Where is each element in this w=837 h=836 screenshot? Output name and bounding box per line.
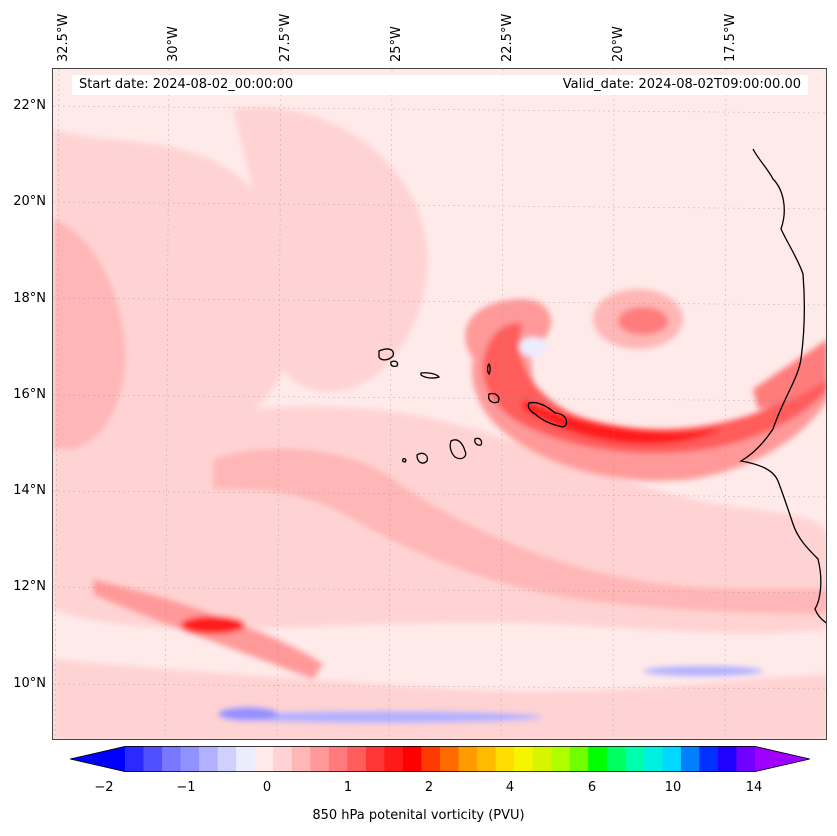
african-coast (739, 148, 826, 624)
pv-band-center (213, 448, 826, 614)
colorbar-tick-minus2: −2 (94, 780, 114, 795)
start-date-text: Start date: 2024-08-02_00:00:00 (79, 77, 294, 92)
island-boa-vista (487, 392, 500, 404)
lat-label-12n: 12°N (13, 579, 46, 594)
pv-region-north (233, 107, 428, 392)
colorbar-tick-4: 4 (505, 780, 515, 795)
colorbar-segment (365, 746, 385, 772)
graticule (53, 69, 826, 739)
colorbar-segment (236, 746, 256, 772)
colorbar-segment (625, 746, 645, 772)
island-santo-antao (378, 348, 394, 361)
colorbar (70, 746, 810, 772)
pv-streak-core (181, 616, 245, 634)
colorbar-tick-14: 14 (745, 780, 763, 795)
island-maio (527, 401, 568, 428)
colorbar-tick-1: 1 (343, 780, 353, 795)
colorbar-segment (347, 746, 367, 772)
colorbar-segment (458, 746, 478, 772)
colorbar-segment (254, 746, 274, 772)
colorbar-segment (643, 746, 663, 772)
pv-band-west (53, 219, 126, 449)
pv-negative-se (643, 666, 763, 676)
lon-label-17-5w: 17.5°W (723, 13, 738, 62)
lat-label-22n: 22°N (13, 98, 46, 113)
island-sal (486, 362, 491, 376)
colorbar-segment (162, 746, 182, 772)
lon-label-32-5w: 32.5°W (56, 13, 71, 62)
lat-label-10n: 10°N (13, 676, 46, 691)
colorbar-segment (199, 746, 219, 772)
lat-label-16n: 16°N (13, 387, 46, 402)
colorbar-segment (217, 746, 237, 772)
island-east (474, 437, 483, 446)
island-brava (401, 458, 407, 463)
colorbar-segment (532, 746, 552, 772)
colorbar-segment (125, 746, 145, 772)
colorbar-segment (143, 746, 163, 772)
pv-contour-fields (53, 107, 826, 739)
colorbar-segment (569, 746, 589, 772)
colorbar-segment (477, 746, 497, 772)
colorbar-segment (662, 746, 682, 772)
colorbar-segment (606, 746, 626, 772)
colorbar-segment (440, 746, 460, 772)
colorbar-segment (680, 746, 700, 772)
map-panel (52, 68, 827, 740)
valid-date-text: Valid_date: 2024-08-02T09:00:00.00 (562, 77, 801, 92)
lat-label-14n: 14°N (13, 483, 46, 498)
lon-label-22-5w: 22.5°W (500, 13, 515, 62)
lat-label-18n: 18°N (13, 291, 46, 306)
colorbar-segment (551, 746, 571, 772)
colorbar-segment (514, 746, 534, 772)
colorbar-tick-2: 2 (424, 780, 434, 795)
colorbar-segment (736, 746, 756, 772)
colorbar-segment (402, 746, 422, 772)
lon-label-27-5w: 27.5°W (278, 13, 293, 62)
pv-blob-north-core (618, 307, 668, 335)
colorbar-segment (273, 746, 293, 772)
pv-arc-east (753, 340, 826, 409)
colorbar-segment (717, 746, 737, 772)
pv-arc-core (523, 399, 723, 445)
colorbar-segment (421, 746, 441, 772)
pv-negative-arc (519, 337, 547, 357)
colorbar-tick-0: 0 (262, 780, 272, 795)
colorbar-tick-minus1: −1 (176, 780, 196, 795)
colorbar-tick-10: 10 (664, 780, 682, 795)
island-fogo (416, 452, 429, 464)
colorbar-extend-max (755, 746, 810, 772)
lon-label-20w: 20°W (611, 26, 626, 62)
colorbar-segment (699, 746, 719, 772)
colorbar-segment (291, 746, 311, 772)
date-info-bar: Start date: 2024-08-02_00:00:00 Valid_da… (72, 75, 808, 95)
lat-label-20n: 20°N (13, 194, 46, 209)
colorbar-label: 850 hPa potenital vorticity (PVU) (312, 808, 525, 823)
island-sao-vicente (390, 360, 399, 368)
lon-label-25w: 25°W (389, 26, 404, 62)
colorbar-segment (310, 746, 330, 772)
pv-negative-south (223, 711, 543, 723)
colorbar-segment (495, 746, 515, 772)
coastlines (378, 148, 826, 624)
colorbar-segment (180, 746, 200, 772)
island-sao-nicolau (420, 372, 441, 379)
colorbar-outline (70, 746, 810, 772)
pv-negative-south-core (218, 707, 278, 721)
island-santiago (449, 439, 467, 460)
colorbar-tick-6: 6 (587, 780, 597, 795)
colorbar-segment (384, 746, 404, 772)
colorbar-segment (328, 746, 348, 772)
pv-field-map (53, 69, 826, 739)
colorbar-extend-min (70, 746, 125, 772)
colorbar-segment (588, 746, 608, 772)
lon-label-30w: 30°W (166, 26, 181, 62)
